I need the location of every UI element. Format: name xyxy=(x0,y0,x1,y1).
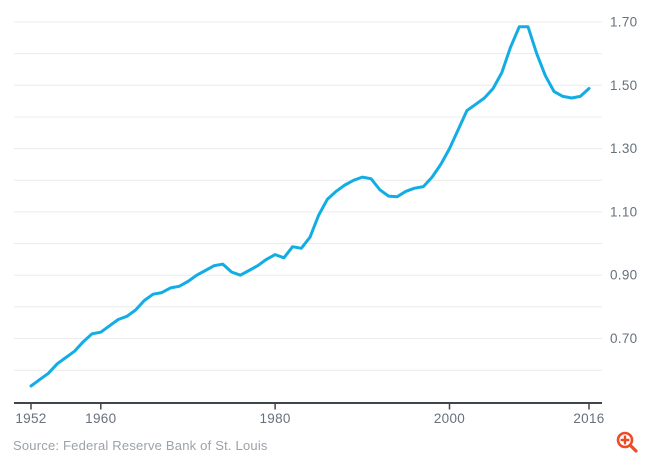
y-tick-label: 0.90 xyxy=(610,268,637,283)
y-tick-label: 1.30 xyxy=(610,141,637,156)
x-tick-label: 1952 xyxy=(15,411,46,426)
x-tick-label: 1980 xyxy=(259,411,290,426)
source-note: Source: Federal Reserve Bank of St. Loui… xyxy=(13,438,268,453)
data-series-line xyxy=(29,25,591,388)
zoom-in-icon[interactable] xyxy=(613,429,641,457)
x-tick-label: 1960 xyxy=(85,411,116,426)
y-tick-label: 1.10 xyxy=(610,204,637,219)
x-tick-label: 2016 xyxy=(573,411,604,426)
x-tick-label: 2000 xyxy=(434,411,465,426)
y-tick-label: 1.50 xyxy=(610,78,637,93)
y-tick-label: 0.70 xyxy=(610,331,637,346)
y-tick-label: 1.70 xyxy=(610,15,637,30)
